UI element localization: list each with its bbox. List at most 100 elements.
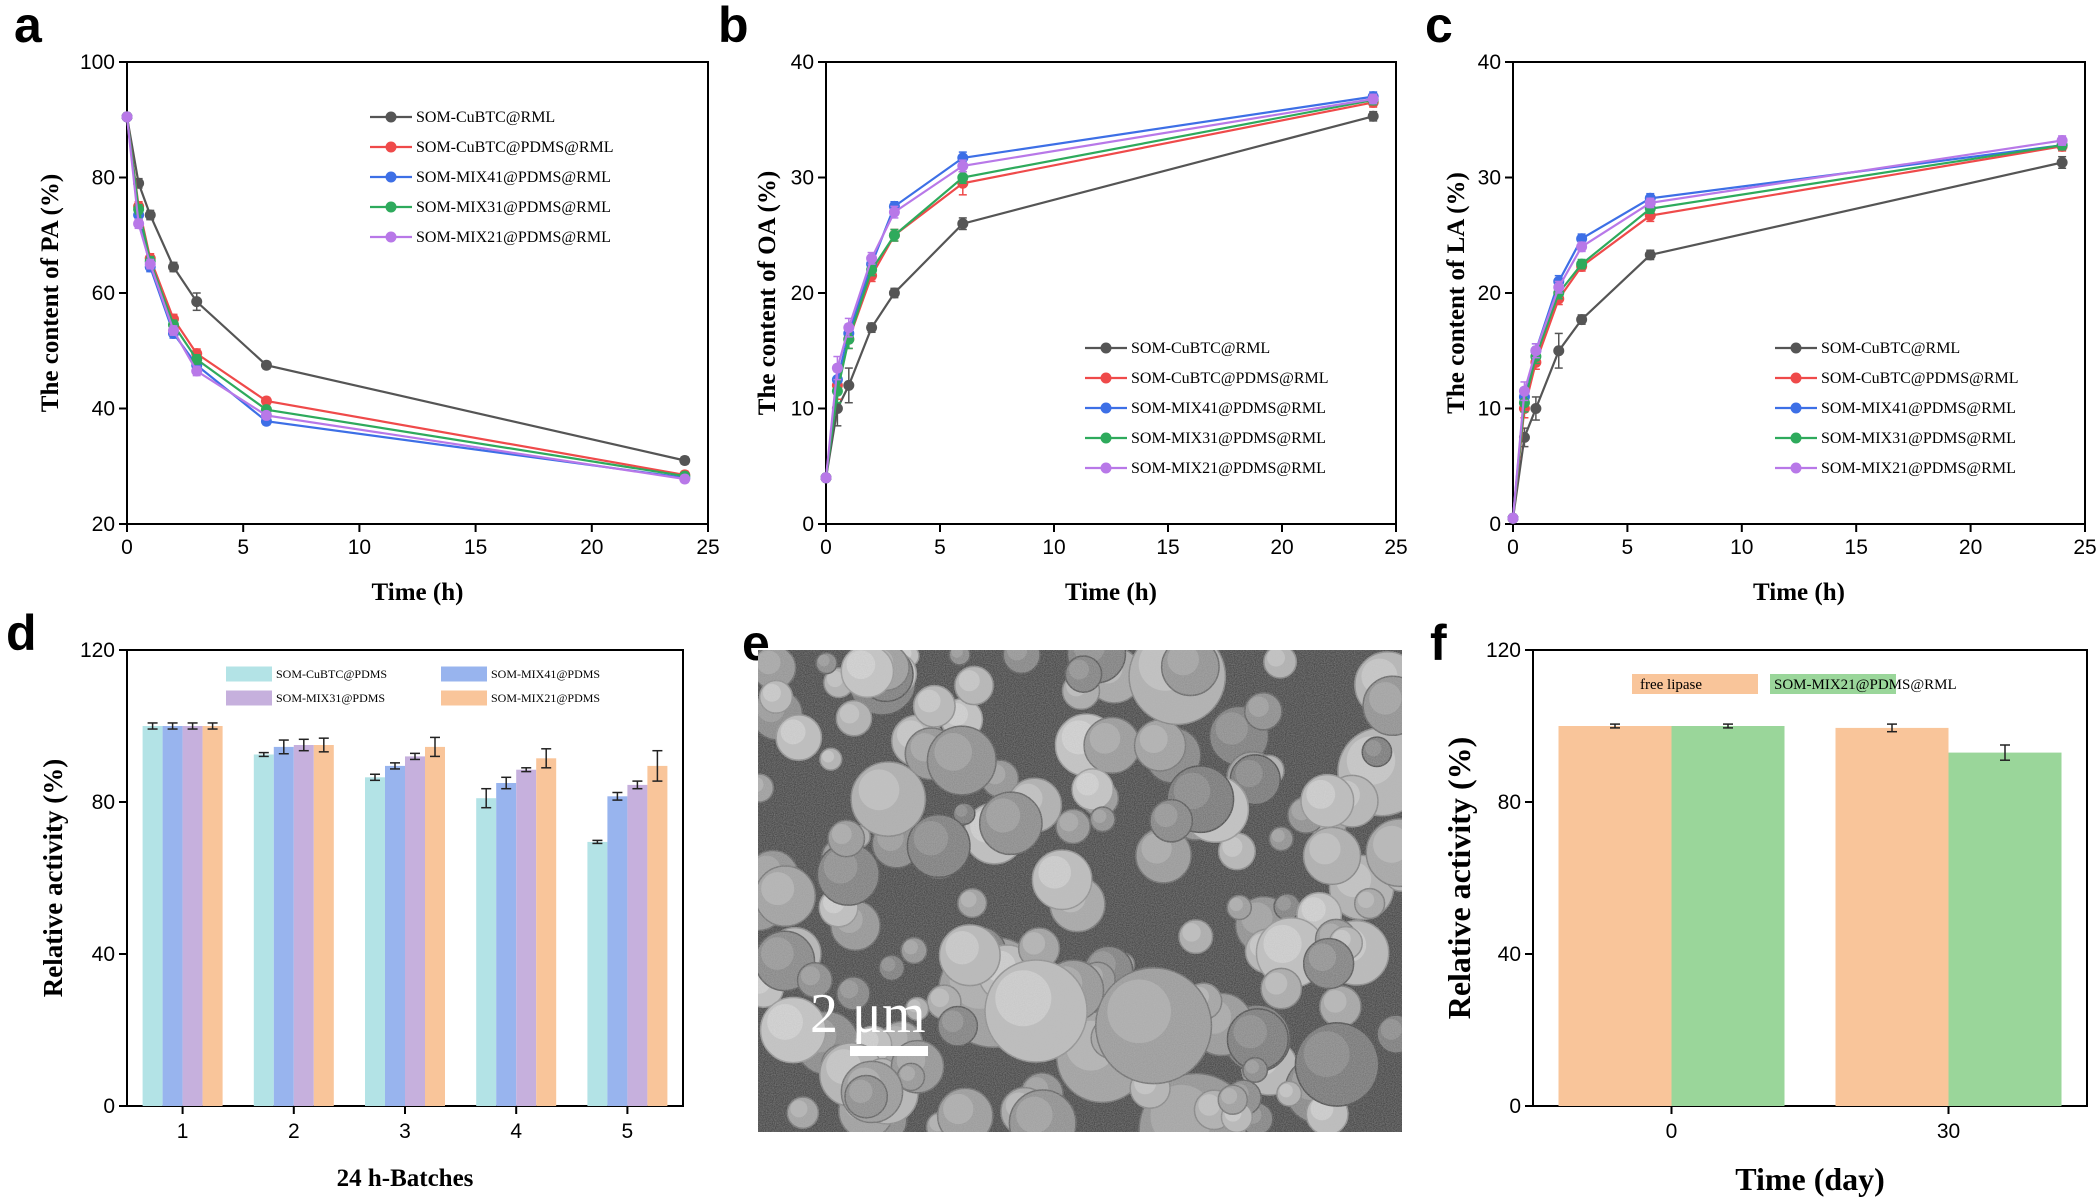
data-point: [820, 472, 832, 484]
legend-label: SOM-MIX31@PDMS: [276, 691, 385, 705]
y-axis-title: Relative activity (%): [1441, 737, 1477, 1020]
legend-marker: [1790, 342, 1802, 354]
legend-swatch: [441, 666, 487, 682]
y-tick-label: 120: [1486, 639, 1521, 662]
x-tick-label: 20: [580, 536, 603, 559]
bar: [607, 796, 628, 1106]
bar: [1835, 727, 1949, 1106]
x-tick-label: 5: [622, 1120, 634, 1143]
y-tick-label: 40: [791, 51, 814, 74]
bar: [162, 726, 183, 1106]
y-tick-label: 40: [92, 398, 115, 421]
series-2: [820, 91, 1379, 484]
plot-frame: [1532, 649, 2088, 1107]
chart-pa-content: 0 5 10 15 20 25 20 40 60 80 100 Time (h) The content…: [37, 51, 720, 606]
data-point: [2056, 156, 2068, 168]
scale-bar: [850, 1046, 928, 1056]
y-tick-label: 20: [791, 282, 814, 305]
legend-label: SOM-MIX41@PDMS@RML: [1821, 400, 2016, 417]
x-tick-label: 5: [934, 536, 946, 559]
legend-marker: [1790, 462, 1802, 474]
legend-label: SOM-MIX31@PDMS@RML: [1131, 430, 1326, 447]
legend-label: SOM-CuBTC@PDMS@RML: [1821, 370, 2019, 387]
y-tick-label: 40: [92, 943, 115, 966]
bar: [253, 754, 274, 1106]
legend-marker: [1100, 372, 1112, 384]
data-point: [843, 379, 855, 391]
y-tick-label: 60: [92, 282, 115, 305]
panel-letter-c: c: [1425, 0, 1453, 53]
y-tick-label: 0: [103, 1095, 115, 1118]
y-tick-label: 0: [1489, 513, 1501, 536]
legend: free lipase SOM-MIX21@PDMS@RML: [1632, 674, 1957, 694]
legend-label: SOM-CuBTC@PDMS@RML: [416, 139, 614, 156]
y-tick-label: 10: [791, 398, 814, 421]
legend-swatch: [226, 666, 272, 682]
y-tick-label: 30: [791, 167, 814, 190]
legend-label: SOM-CuBTC@RML: [416, 109, 555, 126]
x-tick-label: 5: [1622, 536, 1634, 559]
data-point: [260, 359, 272, 371]
data-point: [1367, 110, 1379, 122]
legend-marker: [1100, 402, 1112, 414]
panel-letter-a: a: [14, 0, 43, 53]
data-point: [1576, 258, 1588, 270]
y-tick-label: 40: [1478, 51, 1501, 74]
data-point: [144, 209, 156, 221]
series-4: [121, 111, 691, 485]
data-point: [260, 409, 272, 421]
legend-marker: [1790, 372, 1802, 384]
bar: [1948, 752, 2062, 1106]
x-tick-label: 25: [2073, 536, 2096, 559]
y-tick-label: 0: [802, 513, 814, 536]
data-point: [144, 258, 156, 270]
series-line: [824, 115, 1374, 478]
data-point: [866, 252, 878, 264]
data-point: [957, 160, 969, 172]
bar: [142, 726, 163, 1106]
y-tick-label: 20: [1478, 282, 1501, 305]
y-tick-label: 40: [1498, 943, 1521, 966]
legend-marker: [1790, 402, 1802, 414]
bar: [385, 765, 405, 1106]
legend-label: SOM-MIX41@PDMS: [491, 667, 600, 681]
legend-label: SOM-CuBTC@RML: [1821, 340, 1960, 357]
y-tick-label: 0: [1509, 1095, 1521, 1118]
chart-storage-stability: 0 40 80 120 0 30 Time (day) Relative activity (…: [1441, 639, 2088, 1197]
legend-label: SOM-MIX41@PDMS@RML: [416, 169, 611, 186]
data-point: [121, 111, 133, 123]
chart-la-content: 0 5 10 15 20 25 0 10 20 30 40 Time (h) The content o…: [1443, 51, 2097, 606]
y-axis-title: Relative activity (%): [38, 759, 68, 997]
data-point: [831, 362, 843, 374]
series-0: [121, 111, 691, 466]
y-tick-label: 10: [1478, 398, 1501, 421]
bar: [516, 769, 537, 1106]
sem-image: 2 μm: [758, 650, 1402, 1132]
x-tick-label: 3: [399, 1120, 411, 1143]
x-axis-title: 24 h-Batches: [337, 1165, 474, 1192]
series-0: [820, 110, 1379, 484]
legend-marker: [1100, 462, 1112, 474]
series-4: [1507, 135, 2068, 524]
data-point: [1518, 385, 1530, 397]
x-tick-label: 15: [1156, 536, 1179, 559]
x-tick-label: 15: [1845, 536, 1868, 559]
data-point: [679, 473, 691, 485]
y-tick-label: 80: [92, 167, 115, 190]
bar: [476, 798, 497, 1106]
y-axis-title: The content of LA (%): [1443, 172, 1470, 414]
legend-marker: [1100, 342, 1112, 354]
y-axis-title: The content of OA (%): [754, 171, 781, 415]
y-axis-title: The content of PA (%): [37, 174, 64, 412]
legend-marker: [385, 171, 397, 183]
x-tick-label: 2: [288, 1120, 300, 1143]
legend-label: SOM-MIX21@PDMS@RML: [1774, 677, 1957, 693]
data-point: [866, 322, 878, 334]
data-point: [1576, 314, 1588, 326]
x-axis-title: Time (day): [1735, 1161, 1885, 1197]
x-tick-label: 0: [1507, 536, 1519, 559]
data-point: [191, 353, 203, 365]
legend-marker: [385, 141, 397, 153]
legend-label: SOM-CuBTC@RML: [1131, 340, 1270, 357]
